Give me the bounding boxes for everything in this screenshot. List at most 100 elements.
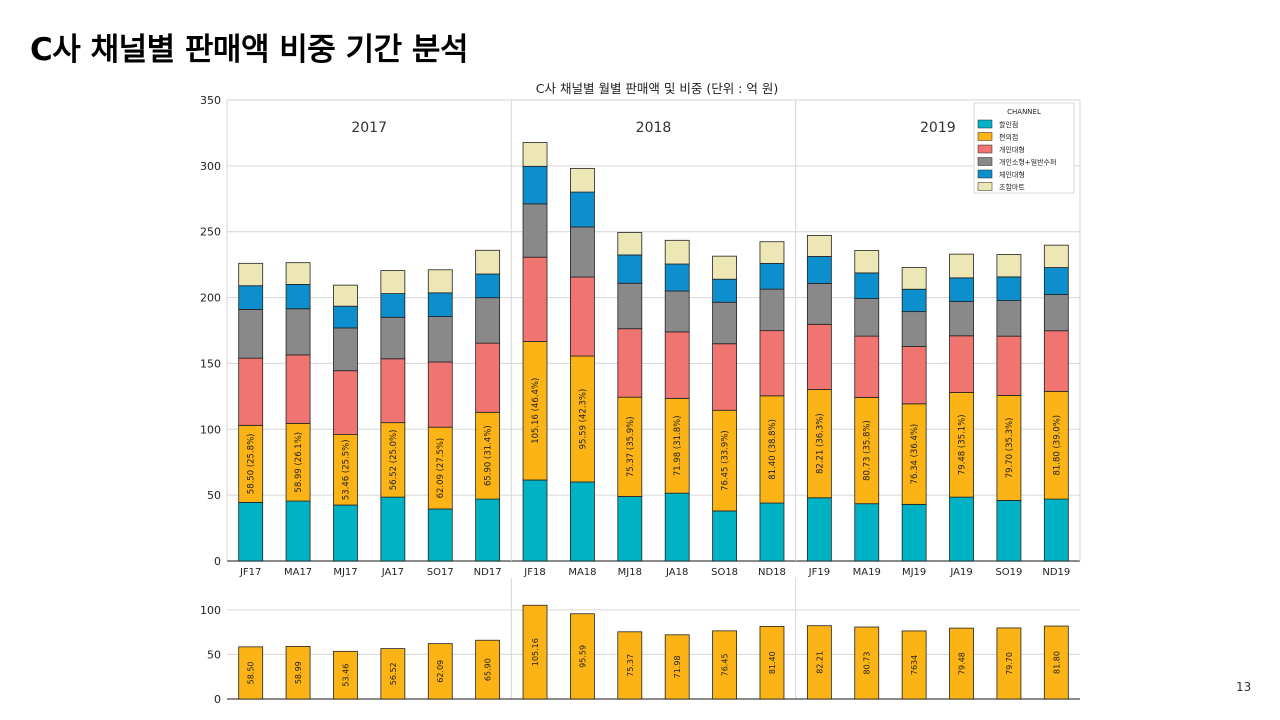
bar-JA18-series-2 xyxy=(664,331,690,399)
sub-bar-data-label: 56.52 xyxy=(389,662,398,685)
bar-JA18-series-0 xyxy=(664,492,690,562)
x-tick-label: MA17 xyxy=(284,567,312,578)
legend-entry: 개인대형 xyxy=(999,145,1025,154)
bar-ND17-series-4 xyxy=(475,273,501,299)
bar-MA17-series-1 xyxy=(285,422,311,502)
bar-MJ19-series-2 xyxy=(901,346,927,405)
bar-MJ19-series-4 xyxy=(901,288,927,313)
bar-MA17-series-3 xyxy=(285,308,311,356)
bar-MJ17-series-3 xyxy=(333,327,358,372)
y-tick-label: 350 xyxy=(200,94,221,107)
x-tick-label: JF19 xyxy=(808,567,830,578)
bar-SO17-series-2 xyxy=(427,361,453,428)
bar-data-label: 58.99 (26.1%) xyxy=(294,432,304,493)
bar-JA18-series-4 xyxy=(664,263,690,292)
bar-JA18-series-1 xyxy=(664,397,690,494)
bar-data-label: 81.40 (38.8%) xyxy=(768,419,778,480)
sub-y-tick-label: 50 xyxy=(207,648,221,661)
sub-bar-data-label: 7634 xyxy=(910,655,919,675)
x-tick-label: ND19 xyxy=(1042,567,1070,578)
bar-ND18-series-1 xyxy=(759,395,785,504)
sub-bar-MA19 xyxy=(854,626,880,700)
main-chart-bar-labels: 58.50 (25.8%) 58.99 (26.1%) 53.46 (25.5%) 5… xyxy=(247,378,1063,500)
bar-JA19-series-0 xyxy=(949,496,974,562)
bar-JF17-series-1 xyxy=(238,424,264,503)
sub-chart-gridlines xyxy=(227,578,1080,700)
bar-MJ18-series-2 xyxy=(617,328,643,398)
sub-bar-JA17 xyxy=(380,648,406,700)
bar-SO19-series-4 xyxy=(996,276,1022,302)
bar-data-label: 105.16 (46.4%) xyxy=(531,378,541,444)
x-tick-label: JA18 xyxy=(665,567,688,578)
bar-SO17-series-4 xyxy=(427,292,453,317)
bar-JF17-series-4 xyxy=(238,285,264,310)
bar-JF19-series-1 xyxy=(806,389,832,499)
chart-title: C사 채널별 월별 판매액 및 비중 (단위 : 억 원) xyxy=(536,81,778,96)
bar-ND17-series-2 xyxy=(475,342,501,413)
bar-MJ17-series-0 xyxy=(333,504,358,562)
y-tick-label: 50 xyxy=(207,489,221,502)
sub-bar-JF18 xyxy=(522,604,548,700)
sub-y-tick-label: 100 xyxy=(200,604,221,617)
bar-MA18-series-1 xyxy=(570,355,595,483)
bar-JA19-series-4 xyxy=(949,277,974,302)
bar-MA19-series-3 xyxy=(854,298,880,337)
bar-JF17-series-3 xyxy=(238,309,264,359)
bar-SO17-series-0 xyxy=(427,508,453,562)
bar-SO18-series-1 xyxy=(712,409,737,512)
x-tick-label: MJ18 xyxy=(618,567,642,578)
bar-data-label: 53.46 (25.5%) xyxy=(341,439,351,500)
x-tick-label: SO19 xyxy=(995,567,1022,578)
bar-JA17-series-0 xyxy=(380,496,406,562)
bar-SO17-series-3 xyxy=(427,316,453,363)
x-tick-label: JA19 xyxy=(949,567,972,578)
sub-bar-data-label: 82.21 xyxy=(815,651,824,674)
legend-swatch xyxy=(977,132,993,141)
bar-JF18-series-1 xyxy=(522,341,548,481)
bar-data-label: 71.98 (31.8%) xyxy=(673,415,683,476)
x-tick-label: JF17 xyxy=(239,567,261,578)
bar-MJ17-series-5 xyxy=(333,284,358,307)
y-tick-label: 300 xyxy=(200,160,221,173)
legend-entry: 개인소형+일반수퍼 xyxy=(999,158,1056,167)
bar-JF18-series-0 xyxy=(522,479,548,562)
year-label-2019: 2019 xyxy=(920,120,956,136)
bar-JF18-series-4 xyxy=(522,165,548,205)
bar-JF18-series-2 xyxy=(522,256,548,342)
bar-SO19-series-3 xyxy=(996,300,1022,337)
x-tick-label: SO17 xyxy=(427,567,454,578)
bar-data-label: 65.90 (31.4%) xyxy=(484,425,494,486)
sub-bar-data-label: 75.37 xyxy=(626,654,635,677)
bar-data-label: 76.45 (33.9%) xyxy=(721,430,731,491)
bar-MA17-series-2 xyxy=(285,354,311,424)
bar-MA17-series-4 xyxy=(285,284,311,310)
x-tick-label: ND18 xyxy=(758,567,786,578)
main-chart-bars xyxy=(238,142,1069,562)
bar-ND19-series-0 xyxy=(1043,498,1069,562)
sub-bar-data-label: 62.09 xyxy=(436,660,445,683)
x-tick-label: MA19 xyxy=(853,567,881,578)
bar-JA17-series-1 xyxy=(380,422,406,498)
bar-data-label: 95.59 (42.3%) xyxy=(578,389,588,450)
bar-MA19-series-1 xyxy=(854,396,880,505)
bar-JF19-series-5 xyxy=(806,234,832,257)
bar-MJ18-series-3 xyxy=(617,282,643,330)
sub-chart-bar-labels: 58.50 58.99 53.46 56.52 62.09 65.90 105.16 95.5… xyxy=(247,638,1062,687)
sub-bar-MJ19 xyxy=(901,630,927,700)
y-tick-label: 100 xyxy=(200,423,221,436)
sub-bar-ND19 xyxy=(1043,625,1069,700)
bar-SO19-series-0 xyxy=(996,500,1022,562)
sub-bar-JF17 xyxy=(238,646,264,700)
bar-JA19-series-1 xyxy=(949,392,974,498)
y-tick-label: 150 xyxy=(200,357,221,370)
bar-ND18-series-0 xyxy=(759,502,785,562)
bar-SO18-series-5 xyxy=(712,255,737,280)
y-tick-label: 0 xyxy=(214,555,221,568)
bar-MA19-series-4 xyxy=(854,272,880,299)
bar-ND19-series-4 xyxy=(1043,267,1069,295)
bar-SO18-series-4 xyxy=(712,278,737,303)
sub-bar-data-label: 58.99 xyxy=(294,661,303,684)
bar-ND17-series-5 xyxy=(475,249,501,275)
legend-swatch xyxy=(977,182,993,191)
y-tick-label: 200 xyxy=(200,292,221,305)
